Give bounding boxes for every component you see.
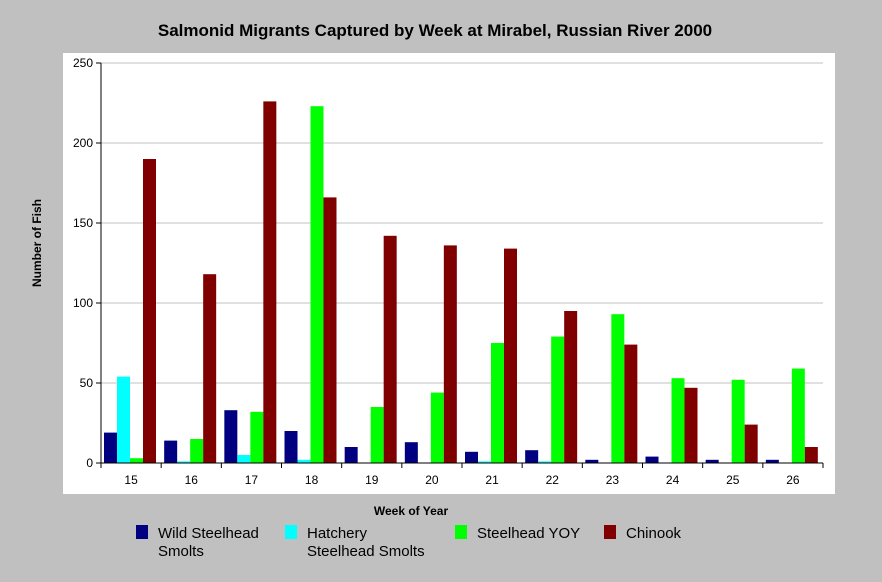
bar xyxy=(491,343,504,463)
bar xyxy=(443,245,457,463)
x-tick-label: 24 xyxy=(666,473,680,487)
bar xyxy=(284,431,298,463)
bar xyxy=(684,387,698,463)
legend-label: Wild Steelhead xyxy=(158,525,259,542)
bar xyxy=(624,344,638,463)
bar xyxy=(297,459,311,463)
y-tick-label: 0 xyxy=(86,456,93,470)
legend-label: Steelhead YOY xyxy=(477,525,580,542)
x-tick-label: 17 xyxy=(245,473,259,487)
y-tick-label: 50 xyxy=(80,376,94,390)
x-axis-title: Week of Year xyxy=(374,504,449,518)
legend-label: Hatchery xyxy=(307,525,368,542)
bar xyxy=(370,407,384,463)
bar xyxy=(203,274,217,463)
y-axis-title: Number of Fish xyxy=(30,199,44,287)
bar xyxy=(383,235,397,463)
bar xyxy=(804,447,818,463)
bar xyxy=(250,411,264,463)
bar xyxy=(344,447,358,463)
bar xyxy=(263,101,277,464)
bar xyxy=(551,336,565,463)
bar xyxy=(310,106,324,463)
bar xyxy=(104,432,117,463)
legend-swatch xyxy=(136,525,148,539)
bar xyxy=(705,459,719,463)
bar xyxy=(585,459,599,463)
x-tick-label: 22 xyxy=(546,473,560,487)
bar xyxy=(404,442,418,463)
bar xyxy=(117,376,130,463)
bar xyxy=(190,439,204,463)
x-tick-label: 16 xyxy=(185,473,199,487)
bar xyxy=(564,311,578,463)
bar xyxy=(765,459,779,463)
bar xyxy=(504,248,517,463)
bar xyxy=(611,314,625,463)
legend-swatch xyxy=(455,525,467,539)
bar xyxy=(645,456,659,463)
bar xyxy=(744,424,758,463)
bar xyxy=(525,450,539,463)
legend-label: Chinook xyxy=(626,525,682,542)
bar xyxy=(177,461,191,463)
legend-label: Steelhead Smolts xyxy=(307,543,425,560)
y-tick-label: 150 xyxy=(73,216,93,230)
x-tick-label: 18 xyxy=(305,473,319,487)
legend-swatch xyxy=(604,525,616,539)
chart-title: Salmonid Migrants Captured by Week at Mi… xyxy=(158,21,712,40)
y-tick-label: 100 xyxy=(73,296,93,310)
bar xyxy=(130,458,143,463)
bar xyxy=(237,455,251,463)
bar xyxy=(478,461,491,463)
legend-swatch xyxy=(285,525,297,539)
bar xyxy=(791,368,805,463)
bar xyxy=(465,451,478,463)
x-tick-label: 19 xyxy=(365,473,379,487)
bar xyxy=(224,410,238,463)
legend-label: Smolts xyxy=(158,543,204,560)
x-tick-label: 21 xyxy=(485,473,499,487)
y-tick-label: 200 xyxy=(73,136,93,150)
x-tick-label: 23 xyxy=(606,473,620,487)
bar xyxy=(323,197,337,463)
x-tick-label: 25 xyxy=(726,473,740,487)
x-tick-label: 26 xyxy=(786,473,800,487)
bar xyxy=(164,440,178,463)
bar xyxy=(671,378,685,463)
bar xyxy=(143,159,156,463)
bar xyxy=(538,461,552,463)
x-tick-label: 20 xyxy=(425,473,439,487)
x-tick-label: 15 xyxy=(124,473,138,487)
bar xyxy=(731,379,745,463)
y-tick-label: 250 xyxy=(73,56,93,70)
bar xyxy=(430,392,444,463)
